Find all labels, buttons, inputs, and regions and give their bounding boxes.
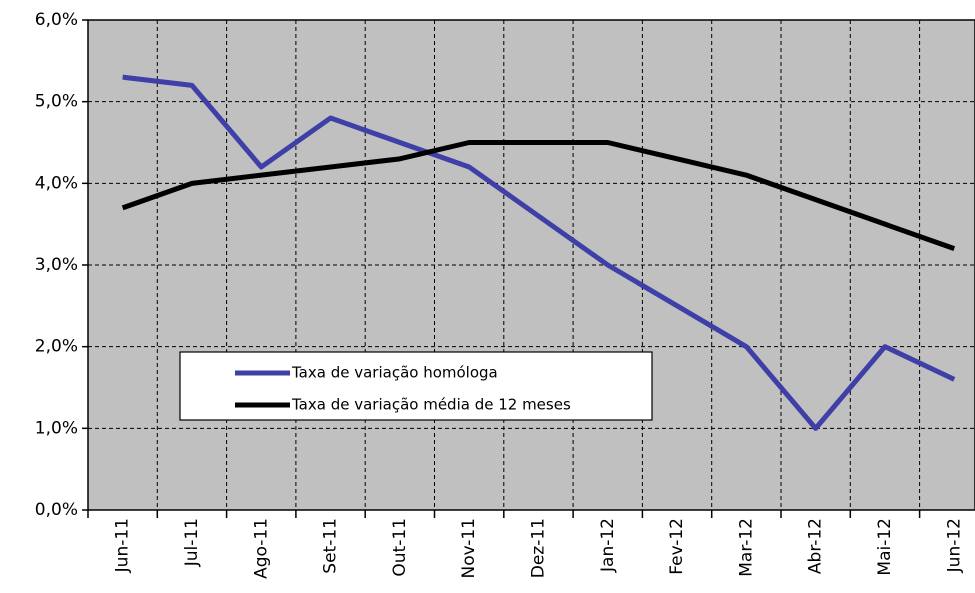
y-tick-label: 2,0% [35,337,78,357]
y-tick-label: 4,0% [35,173,78,193]
legend-label: Taxa de variação média de 12 meses [291,396,571,414]
x-tick-label: Out-11 [390,518,410,577]
series-line [121,140,956,252]
x-tick-label: Abr-12 [806,518,826,574]
y-tick-label: 6,0% [35,10,78,30]
legend-box [179,351,653,421]
y-tick-label: 1,0% [35,418,78,438]
series-line [122,74,956,431]
x-tick-label: Ago-11 [251,518,271,579]
x-tick-label: Jun-12 [944,518,964,573]
x-tick-label: Jan-12 [598,518,618,573]
y-tick-label: 0,0% [35,500,78,520]
x-tick-label: Jun-11 [113,518,133,573]
x-tick-label: Nov-11 [459,518,479,579]
y-tick-label: 3,0% [35,255,78,275]
x-tick-label: Mai-12 [875,518,895,576]
x-tick-label: Mar-12 [736,518,756,577]
x-tick-label: Dez-11 [528,518,548,578]
y-tick-label: 5,0% [35,92,78,112]
x-tick-label: Set-11 [321,518,341,574]
x-tick-label: Fev-12 [667,518,687,575]
legend-label: Taxa de variação homóloga [291,364,498,382]
x-tick-label: Jul-11 [182,518,202,567]
